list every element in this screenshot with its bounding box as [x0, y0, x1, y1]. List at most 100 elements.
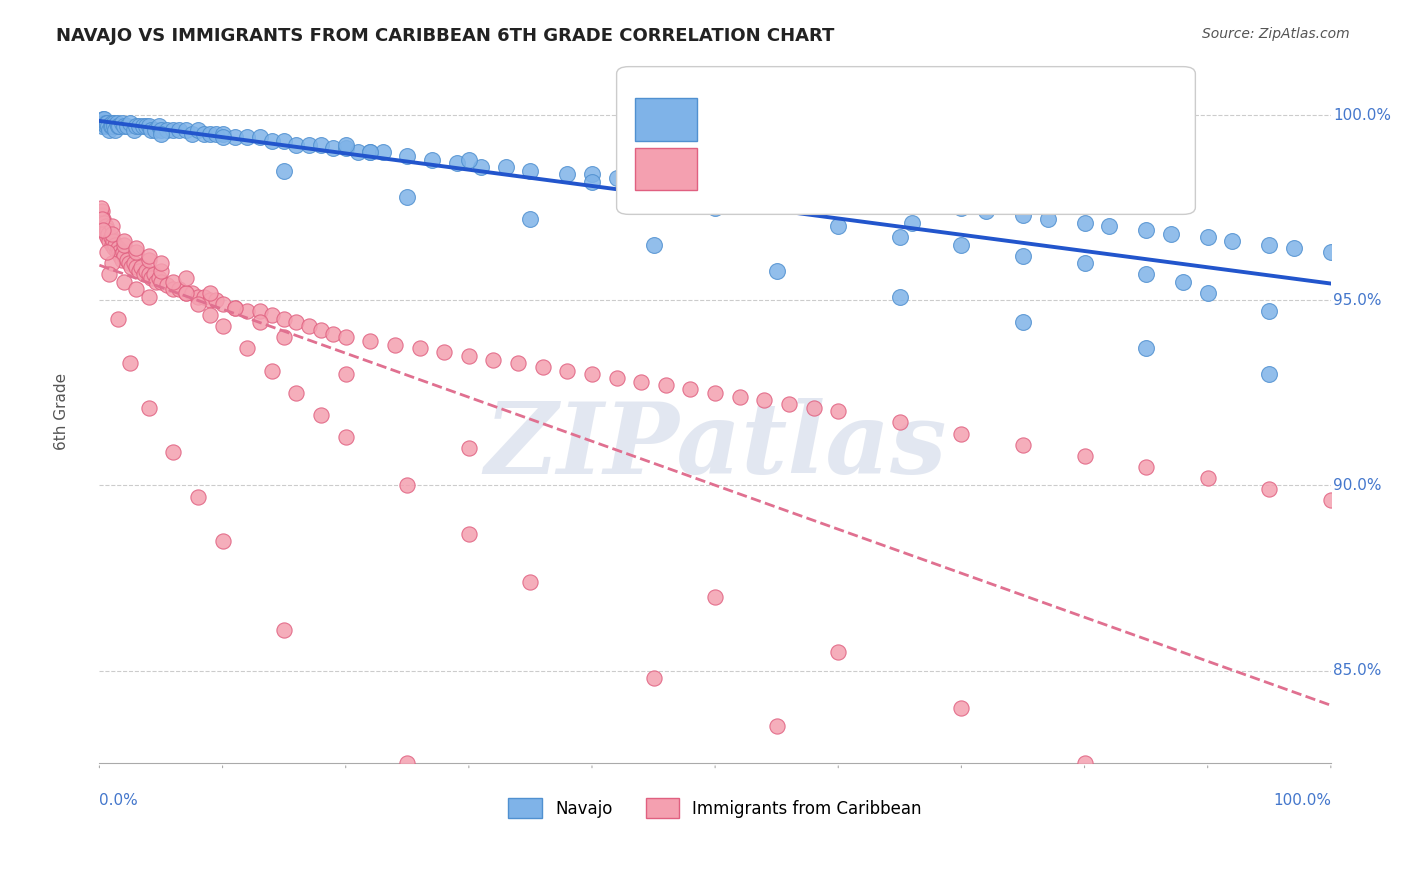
- Point: [91, 223, 114, 237]
- Point: [98, 234, 121, 248]
- Point: [96, 245, 118, 260]
- Point: [1258, 482, 1281, 496]
- Point: [94, 115, 117, 129]
- Point: [643, 671, 665, 685]
- Point: [765, 194, 787, 208]
- Point: [200, 293, 222, 308]
- Point: [211, 319, 233, 334]
- Point: [90, 211, 112, 226]
- Point: [309, 323, 332, 337]
- Point: [118, 256, 141, 270]
- Text: 95.0%: 95.0%: [1333, 293, 1382, 308]
- Point: [211, 297, 233, 311]
- Point: [557, 364, 579, 378]
- Point: [827, 219, 849, 234]
- Point: [91, 115, 114, 129]
- Point: [1320, 245, 1343, 260]
- Point: [889, 767, 911, 781]
- Point: [1197, 471, 1219, 485]
- Point: [162, 123, 184, 137]
- Point: [457, 153, 479, 167]
- Point: [94, 120, 117, 134]
- Point: [90, 215, 112, 229]
- Point: [148, 271, 170, 285]
- Point: [827, 645, 849, 659]
- Point: [1098, 219, 1121, 234]
- Point: [108, 245, 131, 260]
- Point: [200, 285, 222, 300]
- Point: [110, 252, 132, 267]
- Point: [100, 230, 122, 244]
- Point: [643, 175, 665, 189]
- Text: Source: ZipAtlas.com: Source: ZipAtlas.com: [1202, 27, 1350, 41]
- Point: [91, 219, 114, 234]
- Point: [950, 237, 973, 252]
- Point: [704, 178, 727, 193]
- Point: [384, 337, 406, 351]
- FancyBboxPatch shape: [617, 67, 1195, 214]
- Point: [90, 204, 112, 219]
- Point: [1012, 316, 1035, 330]
- Point: [131, 120, 153, 134]
- Point: [728, 390, 751, 404]
- Point: [420, 153, 443, 167]
- Point: [93, 215, 115, 229]
- Text: 90.0%: 90.0%: [1333, 478, 1382, 493]
- Point: [765, 719, 787, 733]
- Point: [704, 201, 727, 215]
- Point: [803, 401, 825, 415]
- FancyBboxPatch shape: [636, 147, 696, 190]
- Point: [125, 245, 148, 260]
- Point: [1197, 230, 1219, 244]
- Point: [150, 256, 173, 270]
- Point: [581, 175, 603, 189]
- Text: R = -0.548   N = 115: R = -0.548 N = 115: [709, 103, 883, 121]
- Point: [827, 404, 849, 418]
- Point: [704, 590, 727, 604]
- Point: [115, 252, 138, 267]
- Point: [679, 382, 702, 396]
- Point: [187, 490, 209, 504]
- Point: [96, 115, 118, 129]
- Point: [91, 211, 114, 226]
- Point: [470, 160, 492, 174]
- Point: [105, 115, 128, 129]
- Point: [1258, 368, 1281, 382]
- Point: [335, 330, 357, 344]
- Point: [211, 533, 233, 548]
- Point: [200, 127, 222, 141]
- Point: [950, 201, 973, 215]
- Point: [205, 293, 228, 308]
- Point: [138, 401, 160, 415]
- Point: [97, 227, 120, 241]
- Point: [138, 249, 160, 263]
- Point: [396, 189, 419, 203]
- Point: [110, 115, 132, 129]
- Point: [143, 123, 166, 137]
- Point: [285, 316, 308, 330]
- Point: [125, 242, 148, 256]
- Point: [309, 137, 332, 152]
- Point: [827, 189, 849, 203]
- Point: [347, 145, 370, 160]
- Point: [93, 112, 115, 126]
- Point: [519, 211, 541, 226]
- Point: [950, 426, 973, 441]
- Point: [193, 289, 215, 303]
- Point: [606, 171, 628, 186]
- Point: [110, 249, 132, 263]
- Point: [120, 260, 142, 274]
- Point: [396, 756, 419, 771]
- Point: [950, 700, 973, 714]
- Point: [1073, 756, 1095, 771]
- Point: [630, 375, 652, 389]
- Point: [335, 141, 357, 155]
- Point: [704, 385, 727, 400]
- Point: [371, 145, 394, 160]
- Point: [249, 304, 271, 318]
- Point: [285, 385, 308, 400]
- Point: [107, 242, 129, 256]
- Point: [1135, 223, 1157, 237]
- Point: [135, 263, 157, 277]
- Point: [94, 219, 117, 234]
